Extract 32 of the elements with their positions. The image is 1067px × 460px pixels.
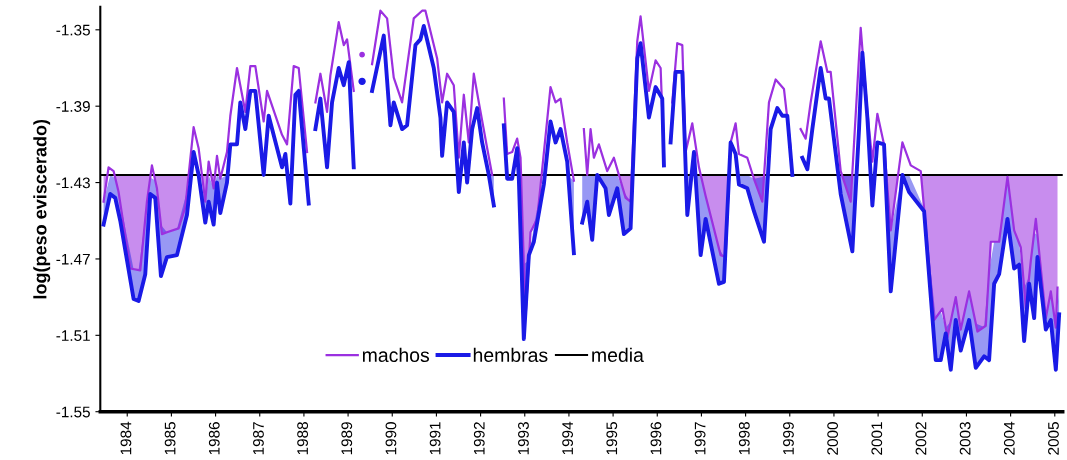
x-tick-label: 1993 bbox=[518, 422, 529, 455]
y-tick-label: -1.43 bbox=[56, 177, 90, 189]
x-tick-label: 1992 bbox=[473, 422, 485, 455]
y-tick-label: -1.47 bbox=[56, 253, 90, 265]
x-tick-label: 1994 bbox=[562, 421, 574, 455]
x-tick-label: 1996 bbox=[650, 422, 662, 455]
x-tick-label: 1985 bbox=[164, 422, 176, 455]
y-tick-label: -1.55 bbox=[56, 406, 90, 418]
x-tick-label: 2003 bbox=[959, 422, 971, 455]
y-tick-label: -1.51 bbox=[56, 330, 90, 342]
y-axis-title: log(peso eviscerado) bbox=[33, 119, 51, 299]
x-tick-label: 1999 bbox=[783, 422, 794, 455]
x-tick-label: 1986 bbox=[208, 422, 220, 455]
x-tick-label: 2000 bbox=[827, 422, 839, 455]
x-tick-label: 1990 bbox=[385, 422, 397, 455]
x-tick-label: 1988 bbox=[297, 422, 309, 455]
x-tick-label: 1987 bbox=[253, 422, 264, 455]
x-tick-label: 2001 bbox=[871, 422, 883, 455]
legend-label: hembras bbox=[473, 347, 548, 363]
x-tick-label: 2004 bbox=[1003, 421, 1015, 455]
legend-label: media bbox=[592, 347, 644, 363]
x-tick-label: 2005 bbox=[1048, 422, 1059, 455]
x-tick-label: 2002 bbox=[915, 422, 927, 455]
x-tick-label: 1991 bbox=[429, 422, 441, 455]
x-tick-label: 1995 bbox=[606, 422, 618, 455]
legend-label: machos bbox=[362, 347, 430, 363]
x-tick-label: 1989 bbox=[341, 422, 353, 455]
x-tick-label: 1984 bbox=[120, 421, 132, 455]
x-tick-label: 1998 bbox=[738, 422, 750, 455]
y-tick-label: -1.39 bbox=[56, 101, 90, 112]
x-tick-label: 1997 bbox=[694, 422, 706, 455]
y-tick-label: -1.35 bbox=[56, 24, 90, 36]
